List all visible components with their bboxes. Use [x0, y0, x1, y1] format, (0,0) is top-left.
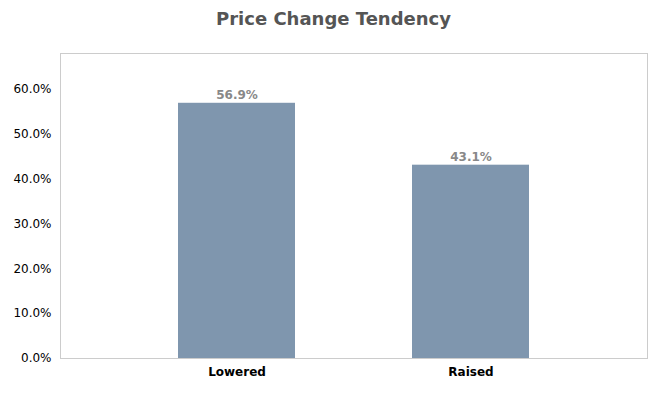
svg-text:Lowered: Lowered [208, 365, 266, 379]
svg-text:0.0%: 0.0% [21, 351, 52, 365]
html-text:Price Change Tendency: Price Change Tendency [216, 8, 451, 29]
svg-text:43.1%: 43.1% [450, 150, 492, 164]
svg-text:56.9%: 56.9% [216, 88, 258, 102]
svg-text:40.0%: 40.0% [13, 172, 51, 186]
svg-text:20.0%: 20.0% [13, 262, 51, 276]
svg-text:60.0%: 60.0% [13, 82, 51, 96]
svg-text:Raised: Raised [448, 365, 493, 379]
svg-text:30.0%: 30.0% [13, 217, 51, 231]
svg-text:10.0%: 10.0% [13, 306, 51, 320]
svg-text:50.0%: 50.0% [13, 127, 51, 141]
